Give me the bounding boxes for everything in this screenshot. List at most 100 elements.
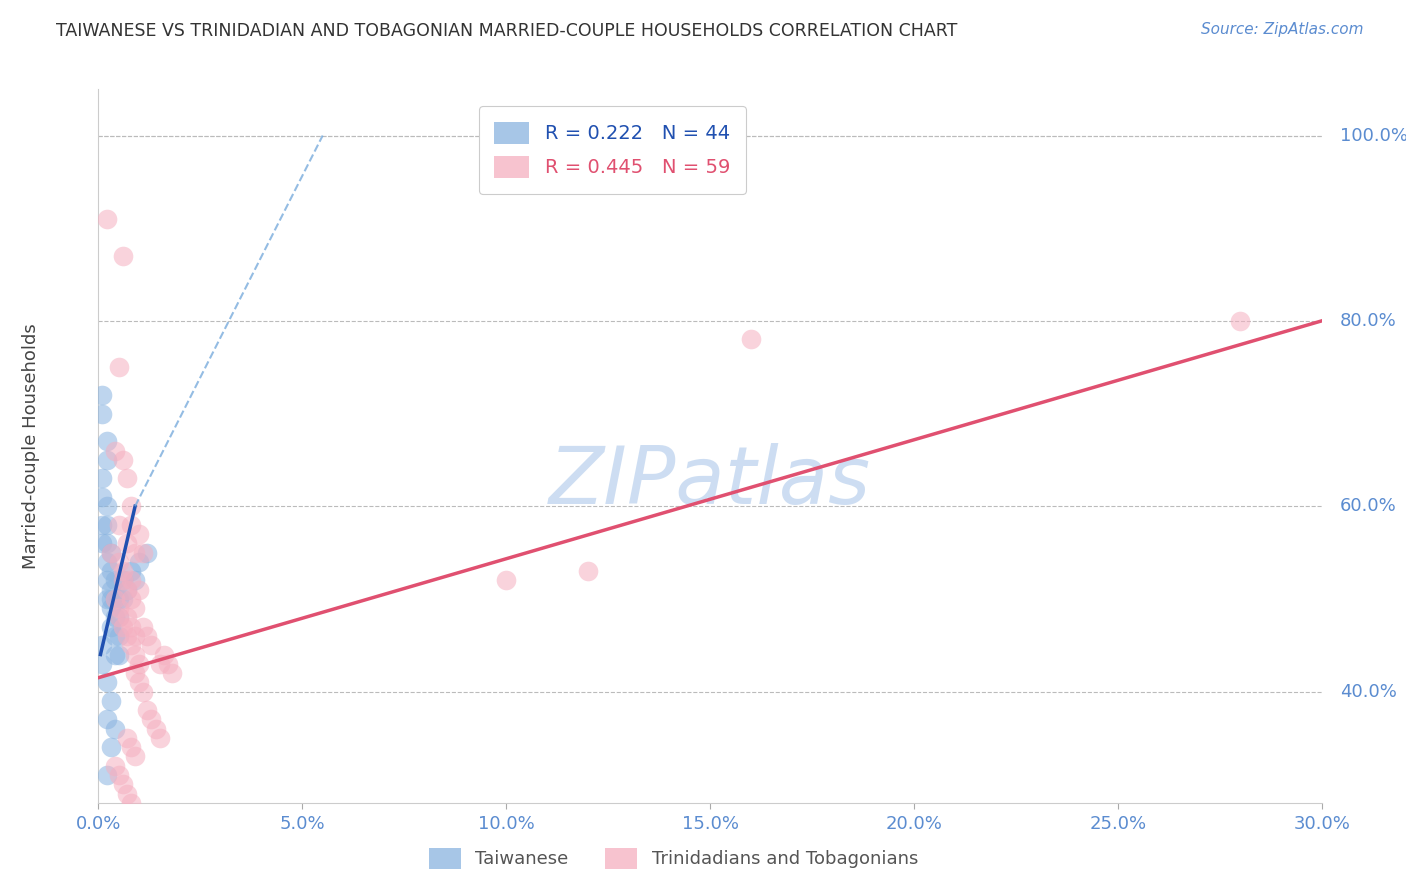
Point [136,629,159,643]
Text: TAIWANESE VS TRINIDADIAN AND TOBAGONIAN MARRIED-COUPLE HOUSEHOLDS CORRELATION CH: TAIWANESE VS TRINIDADIAN AND TOBAGONIAN … [56,22,957,40]
Point [124,666,146,681]
Point [104,591,127,606]
Point [100,582,122,597]
Point [136,703,159,717]
Point [91,536,114,550]
Point [91,638,114,652]
Point [120,500,142,514]
Point [124,545,146,559]
Point [120,740,142,755]
Point [100,620,122,634]
Point [108,591,131,606]
Text: Married-couple Households: Married-couple Households [22,323,41,569]
Point [111,574,134,588]
Point [104,629,127,643]
Point [149,731,172,745]
Point [108,601,131,615]
Point [104,758,127,772]
Point [145,722,167,736]
Point [156,657,179,671]
Point [136,545,159,559]
Point [104,648,127,662]
Point [100,740,122,755]
Point [96,555,118,569]
Point [96,712,118,726]
Point [108,610,131,624]
Point [128,675,150,690]
Text: 60.0%: 60.0% [1340,497,1396,516]
Point [91,657,114,671]
Point [495,574,517,588]
Point [740,333,762,347]
Point [141,638,163,652]
Point [132,620,155,634]
Point [128,527,150,541]
Point [120,591,142,606]
Point [91,471,114,485]
Point [108,610,131,624]
Point [111,574,134,588]
Point [120,796,142,810]
Point [96,675,118,690]
Point [124,574,146,588]
Point [104,591,127,606]
Point [115,731,138,745]
Text: 80.0%: 80.0% [1340,312,1396,330]
Text: Source: ZipAtlas.com: Source: ZipAtlas.com [1201,22,1364,37]
Point [96,211,118,226]
Point [100,564,122,578]
Point [124,648,146,662]
Point [115,629,138,643]
Point [120,517,142,532]
Point [124,749,146,764]
Point [108,360,131,375]
Text: 40.0%: 40.0% [1340,682,1398,700]
Point [124,629,146,643]
Point [132,684,155,698]
Point [1229,314,1251,328]
Point [96,500,118,514]
Point [108,768,131,782]
Point [96,434,118,449]
Point [91,517,114,532]
Point [111,620,134,634]
Point [96,536,118,550]
Point [115,471,138,485]
Point [108,517,131,532]
Point [141,712,163,726]
Point [100,601,122,615]
Point [100,545,122,559]
Point [128,555,150,569]
Point [149,657,172,671]
Point [124,601,146,615]
Point [111,564,134,578]
Point [96,768,118,782]
Point [104,574,127,588]
Point [576,564,599,578]
Point [104,722,127,736]
Point [160,666,183,681]
Point [120,638,142,652]
Text: 100.0%: 100.0% [1340,127,1406,145]
Point [108,648,131,662]
Point [152,648,174,662]
Point [115,536,138,550]
Point [111,777,134,791]
Point [115,582,138,597]
Point [108,555,131,569]
Point [111,453,134,467]
Point [100,545,122,559]
Point [128,582,150,597]
Point [100,591,122,606]
Point [96,453,118,467]
Point [104,610,127,624]
Point [91,388,114,402]
Point [120,574,142,588]
Point [132,545,155,559]
Point [91,490,114,504]
Point [104,443,127,458]
Point [120,564,142,578]
Point [115,582,138,597]
Point [128,657,150,671]
Point [111,249,134,263]
